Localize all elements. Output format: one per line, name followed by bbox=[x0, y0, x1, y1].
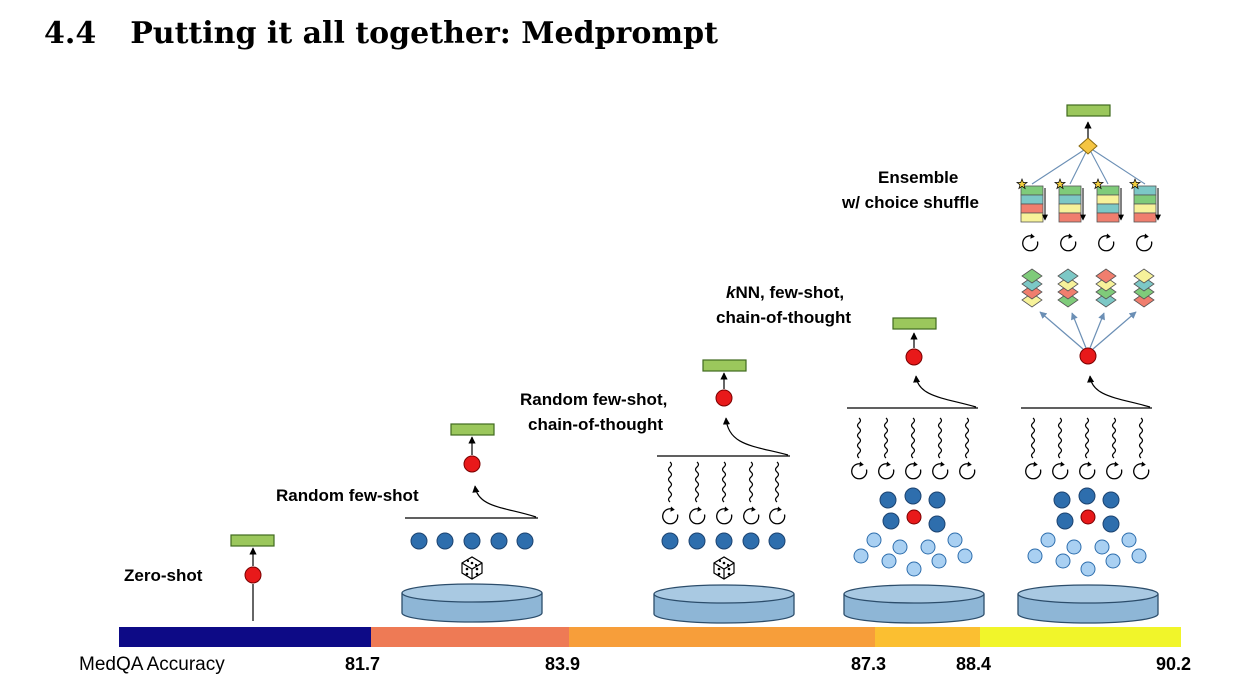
stage-label: kNN, few-shot, bbox=[726, 283, 844, 302]
section-number: 4.4 bbox=[44, 16, 97, 51]
database-icon bbox=[401, 583, 543, 623]
output-bar bbox=[230, 534, 275, 547]
stage-label: chain-of-thought bbox=[528, 415, 663, 434]
wavy-reasoning-icon bbox=[856, 417, 970, 459]
database-icon bbox=[843, 584, 985, 624]
neighbor-cluster bbox=[853, 532, 973, 577]
output-bar bbox=[1066, 104, 1111, 117]
stage-label: w/ choice shuffle bbox=[841, 193, 979, 212]
shuffled-choices bbox=[1021, 268, 1155, 308]
fanout-arrows bbox=[1039, 311, 1137, 350]
wavy-reasoning-icon bbox=[667, 461, 780, 503]
neighbor-cluster bbox=[1027, 532, 1147, 577]
vote-diamond bbox=[1078, 137, 1098, 155]
section-title: Putting it all together: Medprompt bbox=[130, 16, 718, 51]
dice-icon bbox=[713, 556, 735, 580]
refresh-row bbox=[1025, 460, 1150, 480]
section-heading: 4.4 Putting it all together: Medprompt bbox=[44, 16, 718, 51]
vote-lines bbox=[1031, 149, 1146, 185]
database-icon bbox=[653, 584, 795, 624]
band-segment bbox=[980, 627, 1181, 647]
answer-stacks bbox=[1016, 178, 1161, 223]
stage-random-few-shot: Random few-shot bbox=[276, 423, 543, 623]
tick-label: 88.4 bbox=[956, 654, 991, 674]
answer-node bbox=[1079, 347, 1097, 365]
answer-node bbox=[463, 455, 481, 473]
tick-label: 81.7 bbox=[345, 654, 380, 674]
stage-knn-few-shot-cot: kNN, few-shot, chain-of-thought bbox=[716, 283, 985, 624]
output-bar bbox=[450, 423, 495, 436]
stage-ensemble-choice-shuffle: Ensemble w/ choice shuffle bbox=[841, 104, 1161, 624]
tick-label: 87.3 bbox=[851, 654, 886, 674]
accuracy-band bbox=[119, 627, 1181, 647]
band-segment bbox=[569, 627, 875, 647]
axis-label: MedQA Accuracy bbox=[79, 654, 225, 675]
stage-label: Ensemble bbox=[878, 168, 958, 187]
stage-label: Random few-shot bbox=[276, 486, 419, 505]
answer-node bbox=[715, 389, 733, 407]
output-bar bbox=[892, 317, 937, 330]
band-segment bbox=[875, 627, 980, 647]
refresh-row bbox=[1022, 232, 1153, 252]
answer-node bbox=[905, 348, 923, 366]
tick-label: 90.2 bbox=[1156, 654, 1191, 674]
stage-zero-shot: Zero-shot bbox=[124, 534, 275, 621]
database-icon bbox=[1017, 584, 1159, 624]
wavy-reasoning-icon bbox=[1030, 417, 1144, 459]
tick-label: 83.9 bbox=[545, 654, 580, 674]
query-node bbox=[906, 509, 922, 525]
answer-node bbox=[244, 566, 262, 584]
band-segment bbox=[119, 627, 371, 647]
query-node bbox=[1080, 509, 1096, 525]
band-segment bbox=[371, 627, 569, 647]
output-bar bbox=[702, 359, 747, 372]
refresh-row bbox=[851, 460, 976, 480]
example-row bbox=[661, 532, 786, 550]
stage-label: Random few-shot, bbox=[520, 390, 667, 409]
example-cluster bbox=[1053, 487, 1120, 533]
dice-icon bbox=[461, 556, 483, 580]
stage-random-few-shot-cot: Random few-shot, chain-of-thought bbox=[520, 359, 795, 624]
example-cluster bbox=[879, 487, 946, 533]
example-row bbox=[410, 532, 534, 550]
stage-label: Zero-shot bbox=[124, 566, 203, 585]
refresh-row bbox=[662, 505, 786, 525]
stage-label: chain-of-thought bbox=[716, 308, 851, 327]
